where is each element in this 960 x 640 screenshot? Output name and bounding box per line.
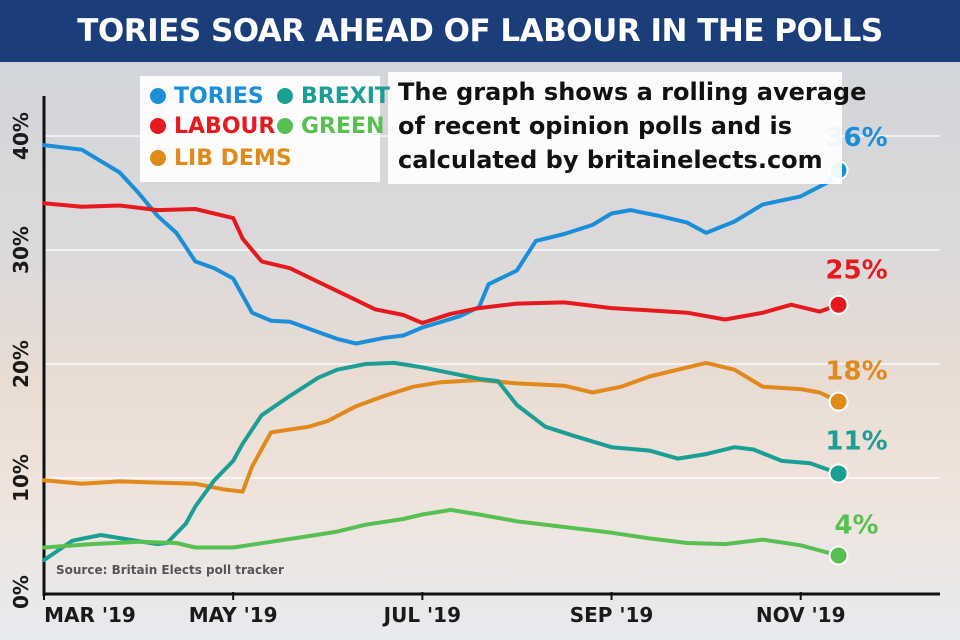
end-marker-brexit <box>828 463 849 484</box>
note-line-1: The graph shows a rolling average <box>398 78 867 106</box>
y-tick-label: 40% <box>9 112 33 160</box>
series-line-green <box>42 507 841 558</box>
end-label-brexit: 11% <box>825 426 887 456</box>
legend-dot-libdems <box>150 150 166 166</box>
title-bar <box>0 0 960 62</box>
legend-box <box>140 76 380 182</box>
end-marker-labour <box>828 294 849 315</box>
note-line-2: of recent opinion polls and is <box>398 112 793 140</box>
legend-label-tories: TORIES <box>174 84 264 109</box>
chart-canvas: 0% 10% 20% 30% 40% MAR '19 MAY '19 JUL '19 SEP '… <box>9 96 940 627</box>
note-box <box>388 72 842 184</box>
y-tick-label: 0% <box>9 575 33 609</box>
note-line-3: calculated by britainelects.com <box>398 146 823 174</box>
x-tick-label: JUL '19 <box>382 603 461 627</box>
chart-title: TORIES SOAR AHEAD OF LABOUR IN THE POLLS <box>77 13 883 49</box>
y-tick-label: 10% <box>9 454 33 502</box>
end-marker-lib-dems <box>828 391 849 412</box>
legend-dot-labour <box>150 118 166 134</box>
legend-dot-green <box>277 118 293 134</box>
legend-item-tories: TORIES <box>150 84 264 110</box>
legend-item-brexit: BREXIT <box>277 84 390 110</box>
legend-item-green: GREEN <box>277 114 384 140</box>
x-tick-label: SEP '19 <box>570 603 654 627</box>
legend-item-libdems: LIB DEMS <box>150 146 292 172</box>
series-line-lib-dems <box>42 360 841 494</box>
y-tick-label: 30% <box>9 226 33 274</box>
x-tick-label: NOV '19 <box>756 603 846 627</box>
legend-dot-tories <box>150 88 166 104</box>
legend-label-libdems: LIB DEMS <box>174 146 292 171</box>
series-line-tories <box>42 143 841 346</box>
x-tick-label: MAY '19 <box>189 603 278 627</box>
x-tick-label: MAR '19 <box>44 603 136 627</box>
end-label-lib-dems: 18% <box>825 357 887 387</box>
source-note: Source: Britain Elects poll tracker <box>56 563 284 577</box>
legend-item-labour: LABOUR <box>150 114 275 140</box>
legend-label-brexit: BREXIT <box>301 84 390 109</box>
legend-label-labour: LABOUR <box>174 114 276 139</box>
legend-dot-brexit <box>277 88 293 104</box>
end-marker-green <box>828 545 849 566</box>
end-label-green: 4% <box>834 511 878 541</box>
legend-label-green: GREEN <box>301 114 385 139</box>
y-tick-label: 20% <box>9 340 33 388</box>
end-label-labour: 25% <box>825 256 887 286</box>
series-line-brexit <box>42 360 841 563</box>
series-line-labour <box>42 201 841 325</box>
